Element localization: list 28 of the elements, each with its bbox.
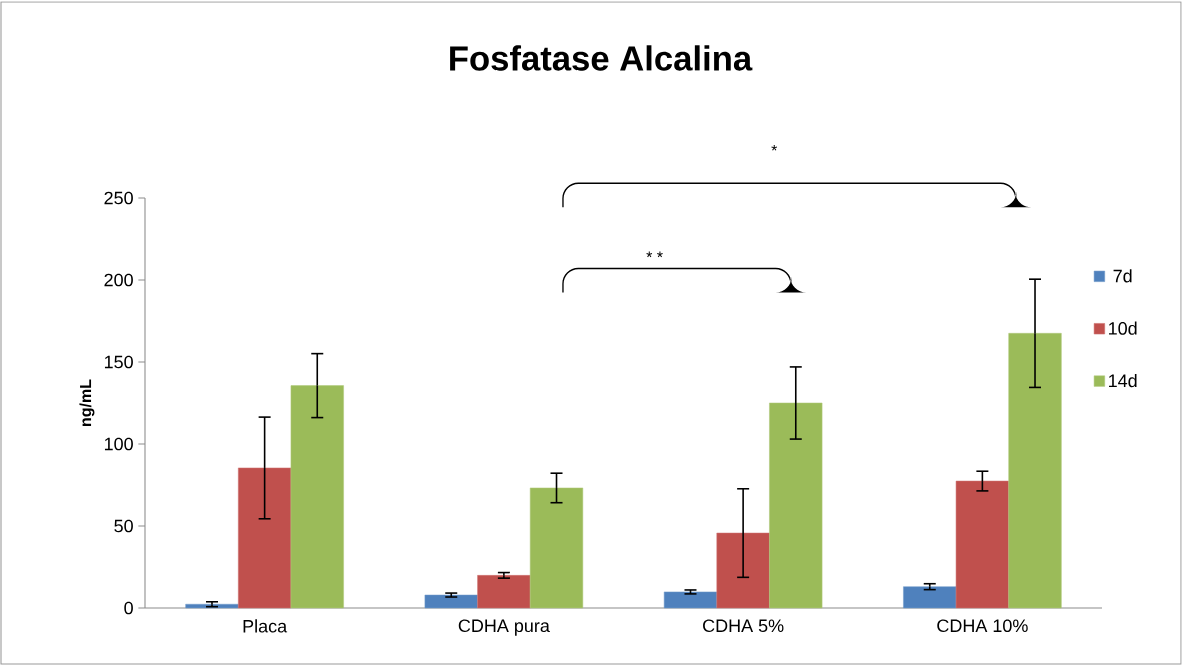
y-tick-label: 0: [124, 601, 133, 615]
x-tick-label: CDHA pura: [458, 619, 550, 636]
bar: [290, 385, 344, 609]
y-tick-label: 250: [104, 191, 133, 205]
x-tick-label: CDHA 5%: [703, 619, 784, 633]
text: *: [771, 144, 778, 151]
bar: [1008, 333, 1062, 609]
x-tick-label: CDHA 10%: [937, 619, 1028, 633]
legend-label: 10d: [1109, 321, 1137, 335]
chart-title: Fosfatase Alcalina: [450, 45, 753, 71]
x-tick-label: Placa: [243, 619, 288, 633]
bar: [185, 603, 239, 609]
bar: [903, 586, 957, 609]
legend-label: 7d: [1113, 269, 1132, 283]
y-tick-label: 50: [114, 519, 133, 533]
bar: [769, 402, 823, 609]
bar: [529, 487, 584, 609]
y-tick-label: 100: [104, 437, 133, 451]
bar: [663, 591, 718, 609]
y-tick-label: 200: [104, 273, 133, 287]
y-axis-title: ng/mL: [79, 379, 95, 426]
legend-label: 14d: [1109, 373, 1137, 388]
y-tick-label: 150: [104, 355, 133, 369]
bar: [424, 594, 478, 609]
bar: [238, 467, 292, 609]
bar: [955, 480, 1009, 609]
annotation: * *: [646, 251, 663, 258]
bar: [477, 575, 531, 609]
